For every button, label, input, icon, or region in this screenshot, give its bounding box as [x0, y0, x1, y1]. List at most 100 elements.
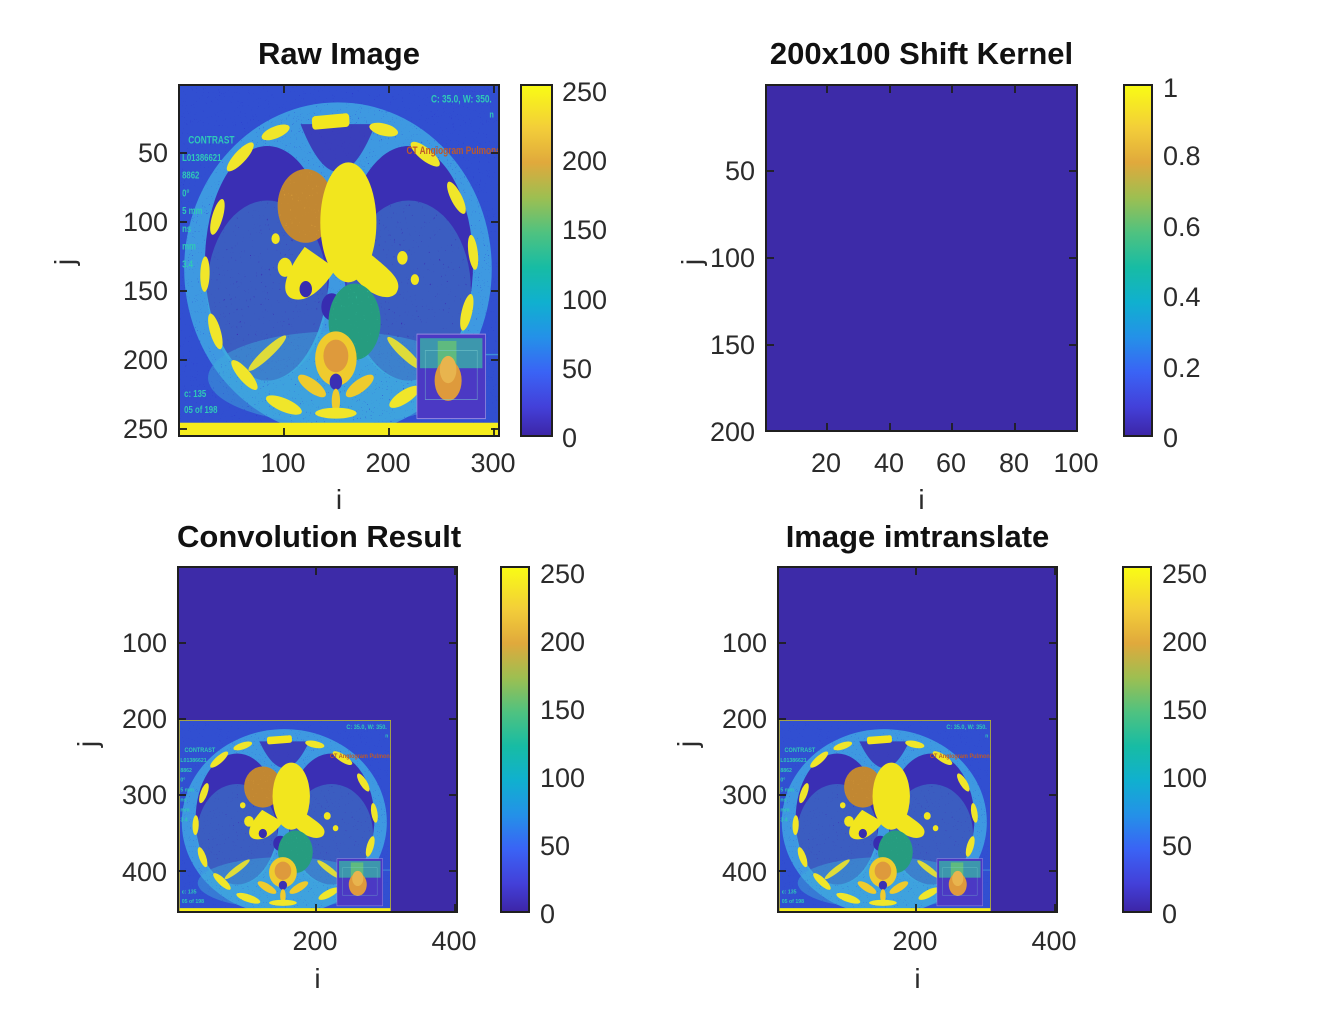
kernel-xtick: 60 — [935, 448, 967, 478]
conv-ytick: 100 — [121, 628, 167, 658]
imtranslate-ytick: 400 — [721, 857, 767, 887]
conv-ytick: 400 — [121, 857, 167, 887]
tick-mark — [1049, 718, 1056, 720]
subplot-kernel-axes — [765, 84, 1078, 432]
raw-xlabel: i — [335, 484, 343, 515]
tick-mark — [1014, 423, 1016, 430]
subplot-kernel-title: 200x100 Shift Kernel — [769, 36, 1074, 71]
tick-mark — [1054, 904, 1056, 911]
tick-mark — [454, 904, 456, 911]
tick-mark — [1069, 170, 1076, 172]
tick-mark — [826, 86, 828, 93]
tick-mark — [315, 904, 317, 911]
raw-cbar-tick: 150 — [562, 215, 608, 245]
raw-ytick: 150 — [122, 276, 168, 306]
subplot-raw-axes — [178, 84, 500, 437]
conv-colorbar — [500, 566, 530, 913]
conv-ytick: 200 — [121, 704, 167, 734]
raw-cbar-tick: 100 — [562, 285, 608, 315]
tick-mark — [283, 428, 285, 435]
tick-mark — [180, 359, 187, 361]
conv-cbar-tick: 100 — [540, 763, 586, 793]
conv-shifted-ct-image — [179, 720, 391, 911]
tick-mark — [779, 794, 786, 796]
kernel-xtick: 100 — [1053, 448, 1099, 478]
subplot-imtranslate-title: Image imtranslate — [785, 519, 1050, 554]
tick-mark — [779, 870, 786, 872]
raw-cbar-tick: 200 — [562, 146, 608, 176]
raw-ytick: 250 — [122, 414, 168, 444]
tick-mark — [1069, 344, 1076, 346]
tick-mark — [1049, 870, 1056, 872]
raw-xtick: 100 — [260, 448, 306, 478]
imtranslate-cbar-tick: 150 — [1162, 695, 1208, 725]
tick-mark — [491, 221, 498, 223]
subplot-imtranslate-axes — [777, 566, 1058, 913]
tick-mark — [889, 423, 891, 430]
kernel-cbar-tick: 1 — [1163, 73, 1179, 103]
tick-mark — [1076, 423, 1078, 430]
subplot-conv-axes — [177, 566, 458, 913]
imtranslate-cbar-tick: 250 — [1162, 559, 1208, 589]
conv-xlabel: i — [314, 963, 321, 994]
subplot-conv-title: Convolution Result — [177, 519, 462, 554]
raw-ytick: 100 — [122, 207, 168, 237]
raw-colorbar — [520, 84, 553, 437]
imtranslate-xtick: 400 — [1031, 926, 1077, 956]
tick-mark — [449, 870, 456, 872]
tick-mark — [951, 86, 953, 93]
tick-mark — [767, 344, 774, 346]
raw-cbar-tick: 50 — [562, 354, 593, 384]
tick-mark — [179, 794, 186, 796]
tick-mark — [491, 152, 498, 154]
raw-ytick: 200 — [122, 345, 168, 375]
imtranslate-ytick: 100 — [721, 628, 767, 658]
tick-mark — [388, 86, 390, 93]
tick-mark — [179, 870, 186, 872]
tick-mark — [915, 568, 917, 575]
tick-mark — [493, 86, 495, 93]
kernel-cbar-tick: 0.4 — [1163, 282, 1201, 312]
imtranslate-cbar-tick: 0 — [1162, 899, 1178, 929]
tick-mark — [493, 428, 495, 435]
raw-ylabel: j — [49, 258, 80, 266]
tick-mark — [315, 568, 317, 575]
tick-mark — [179, 718, 186, 720]
tick-mark — [826, 423, 828, 430]
conv-xtick: 400 — [431, 926, 477, 956]
kernel-xtick: 80 — [998, 448, 1030, 478]
conv-xtick: 200 — [292, 926, 338, 956]
kernel-xtick: 40 — [873, 448, 905, 478]
imtranslate-cbar-tick: 200 — [1162, 627, 1208, 657]
kernel-ytick: 100 — [709, 243, 755, 273]
raw-cbar-tick: 0 — [562, 423, 578, 453]
imtranslate-shifted-ct-image — [779, 720, 991, 911]
imtranslate-ytick: 300 — [721, 780, 767, 810]
tick-mark — [1076, 86, 1078, 93]
tick-mark — [767, 431, 774, 432]
tick-mark — [180, 290, 187, 292]
conv-ytick: 300 — [121, 780, 167, 810]
tick-mark — [779, 718, 786, 720]
tick-mark — [1049, 794, 1056, 796]
tick-mark — [449, 642, 456, 644]
tick-mark — [449, 794, 456, 796]
tick-mark — [179, 642, 186, 644]
imtranslate-cbar-tick: 100 — [1162, 763, 1208, 793]
tick-mark — [1054, 568, 1056, 575]
tick-mark — [180, 221, 187, 223]
kernel-ytick: 200 — [709, 417, 755, 447]
raw-ct-image — [180, 86, 498, 435]
kernel-ytick: 150 — [709, 330, 755, 360]
imtranslate-xtick: 200 — [892, 926, 938, 956]
conv-cbar-tick: 200 — [540, 627, 586, 657]
tick-mark — [388, 428, 390, 435]
conv-cbar-tick: 150 — [540, 695, 586, 725]
conv-cbar-tick: 250 — [540, 559, 586, 589]
tick-mark — [779, 642, 786, 644]
subplot-raw-title: Raw Image — [258, 36, 420, 71]
tick-mark — [180, 152, 187, 154]
tick-mark — [491, 428, 498, 430]
kernel-xlabel: i — [918, 484, 925, 515]
